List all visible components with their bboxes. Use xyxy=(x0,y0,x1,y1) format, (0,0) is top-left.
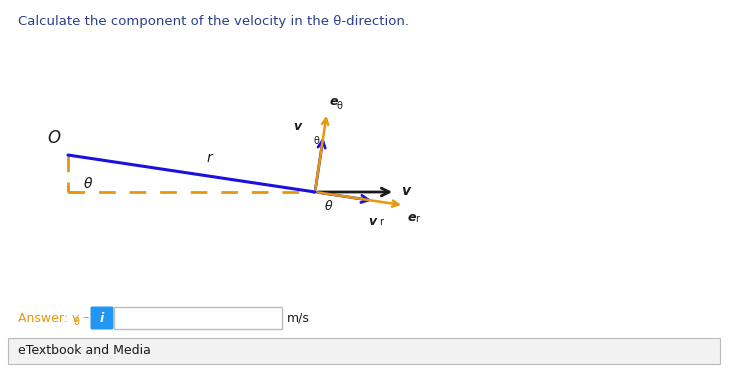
Text: θ: θ xyxy=(314,136,320,146)
Text: v: v xyxy=(293,120,301,132)
Text: –: – xyxy=(82,312,88,324)
Text: e: e xyxy=(408,211,417,224)
Text: r: r xyxy=(207,151,212,165)
Text: v: v xyxy=(401,184,410,198)
Text: i: i xyxy=(100,312,104,324)
Text: eTextbook and Media: eTextbook and Media xyxy=(18,344,151,357)
Text: θ: θ xyxy=(84,177,93,191)
Text: r: r xyxy=(380,217,383,227)
FancyBboxPatch shape xyxy=(8,338,720,364)
Text: Answer: v: Answer: v xyxy=(18,312,80,324)
Text: O: O xyxy=(47,129,60,147)
Text: θ: θ xyxy=(325,200,333,213)
FancyBboxPatch shape xyxy=(91,306,113,330)
FancyBboxPatch shape xyxy=(114,307,282,329)
Text: m/s: m/s xyxy=(287,312,310,324)
Text: e: e xyxy=(330,95,338,108)
Text: θ: θ xyxy=(74,317,80,327)
Text: r: r xyxy=(415,214,419,224)
Text: Calculate the component of the velocity in the θ-direction.: Calculate the component of the velocity … xyxy=(18,15,409,28)
Text: v: v xyxy=(368,215,377,228)
Text: θ: θ xyxy=(337,101,342,111)
